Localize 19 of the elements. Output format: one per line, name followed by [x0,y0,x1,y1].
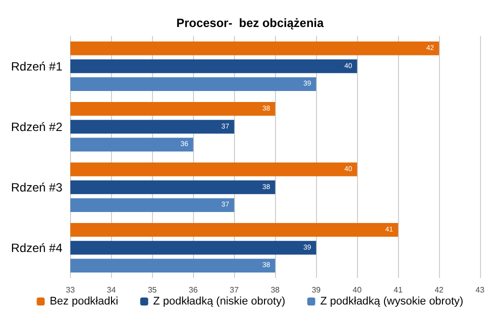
x-tick-label: 41 [394,286,404,294]
x-tick-label: 40 [352,286,362,294]
legend-label: Z podkładką (niskie obroty) [153,296,286,308]
y-tick-label: Rdzeń #3 [10,180,63,194]
legend-label: Z podkładką (wysokie obroty) [320,296,464,308]
x-tick-label: 34 [106,286,116,294]
x-tick-label: 39 [312,286,322,294]
chart-title: Procesor- bez obciążenia [176,16,324,30]
legend-label: Bez podkładki [50,296,118,308]
x-tick-label: 33 [66,286,76,294]
y-tick-label: Rdzeń #1 [10,59,63,74]
x-tick-label: 35 [148,286,158,294]
x-tick-label: 38 [270,286,280,294]
x-tick-label: 42 [434,286,444,294]
y-tick-label: Rdzeń #4 [10,240,63,255]
x-tick-label: 43 [476,286,485,294]
y-tick-label: Rdzeń #2 [10,120,63,134]
x-tick-label: 36 [188,286,198,294]
x-tick-label: 37 [230,286,240,294]
